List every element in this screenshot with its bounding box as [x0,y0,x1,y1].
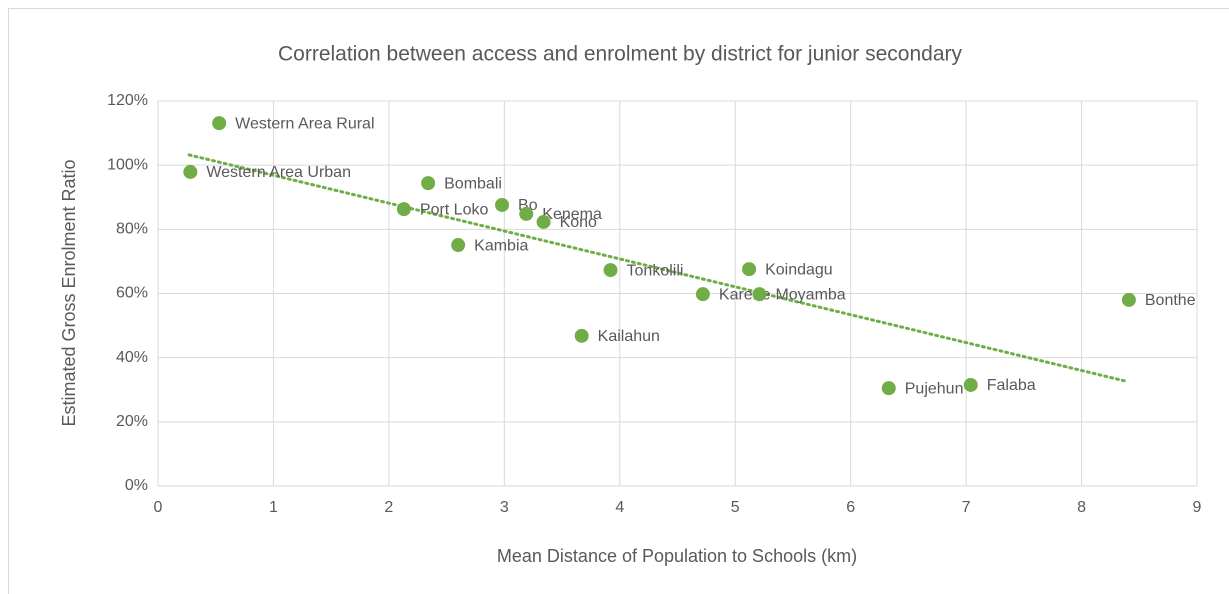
x-axis-title: Mean Distance of Population to Schools (… [497,546,857,566]
point [603,263,618,278]
point-label: Falaba [987,377,1036,394]
x-tick-label: 0 [154,499,163,516]
point-label: Western Area Urban [206,164,351,181]
x-tick-label: 3 [500,499,509,516]
point-label: Bombali [444,175,502,192]
point-label: Tonkolili [627,262,684,279]
point [519,206,534,221]
y-tick-label: 20% [116,413,148,430]
x-tick-label: 7 [962,499,971,516]
point [752,287,767,302]
point-label: Pujehun [905,380,964,397]
point [881,381,896,396]
x-tick-label: 2 [384,499,393,516]
point-label: Kambia [474,237,528,254]
point [451,238,466,253]
chart-border [8,8,1229,594]
point-label: Port Loko [420,201,489,218]
point [1121,292,1136,307]
trendline [187,153,1127,383]
x-tick-label: 8 [1077,499,1086,516]
point [421,176,436,191]
point-label: Bonthe [1145,292,1196,309]
point-label: Western Area Rural [235,115,374,132]
point [212,116,227,131]
point-label: Kono [560,214,597,231]
point [183,164,198,179]
chart-title: Correlation between access and enrolment… [278,43,963,66]
x-tick-label: 6 [846,499,855,516]
x-tick-label: 4 [615,499,624,516]
point-label: Moyamba [775,286,845,303]
y-tick-label: 0% [125,477,148,494]
y-tick-label: 100% [107,156,148,173]
point [695,287,710,302]
point-label: Koindagu [765,261,833,278]
y-tick-label: 120% [107,92,148,109]
point [742,262,757,277]
point [963,377,978,392]
y-axis-title: Estimated Gross Enrolment Ratio [59,159,79,426]
x-tick-label: 9 [1193,499,1202,516]
point-label: Kailahun [598,328,660,345]
y-tick-label: 80% [116,221,148,238]
point-label: Kenema [542,206,602,223]
y-tick-label: 60% [116,285,148,302]
point [574,328,589,343]
point [536,214,551,229]
point [396,202,411,217]
x-tick-label: 5 [731,499,740,516]
x-tick-label: 1 [269,499,278,516]
point [495,197,510,212]
y-tick-label: 40% [116,349,148,366]
